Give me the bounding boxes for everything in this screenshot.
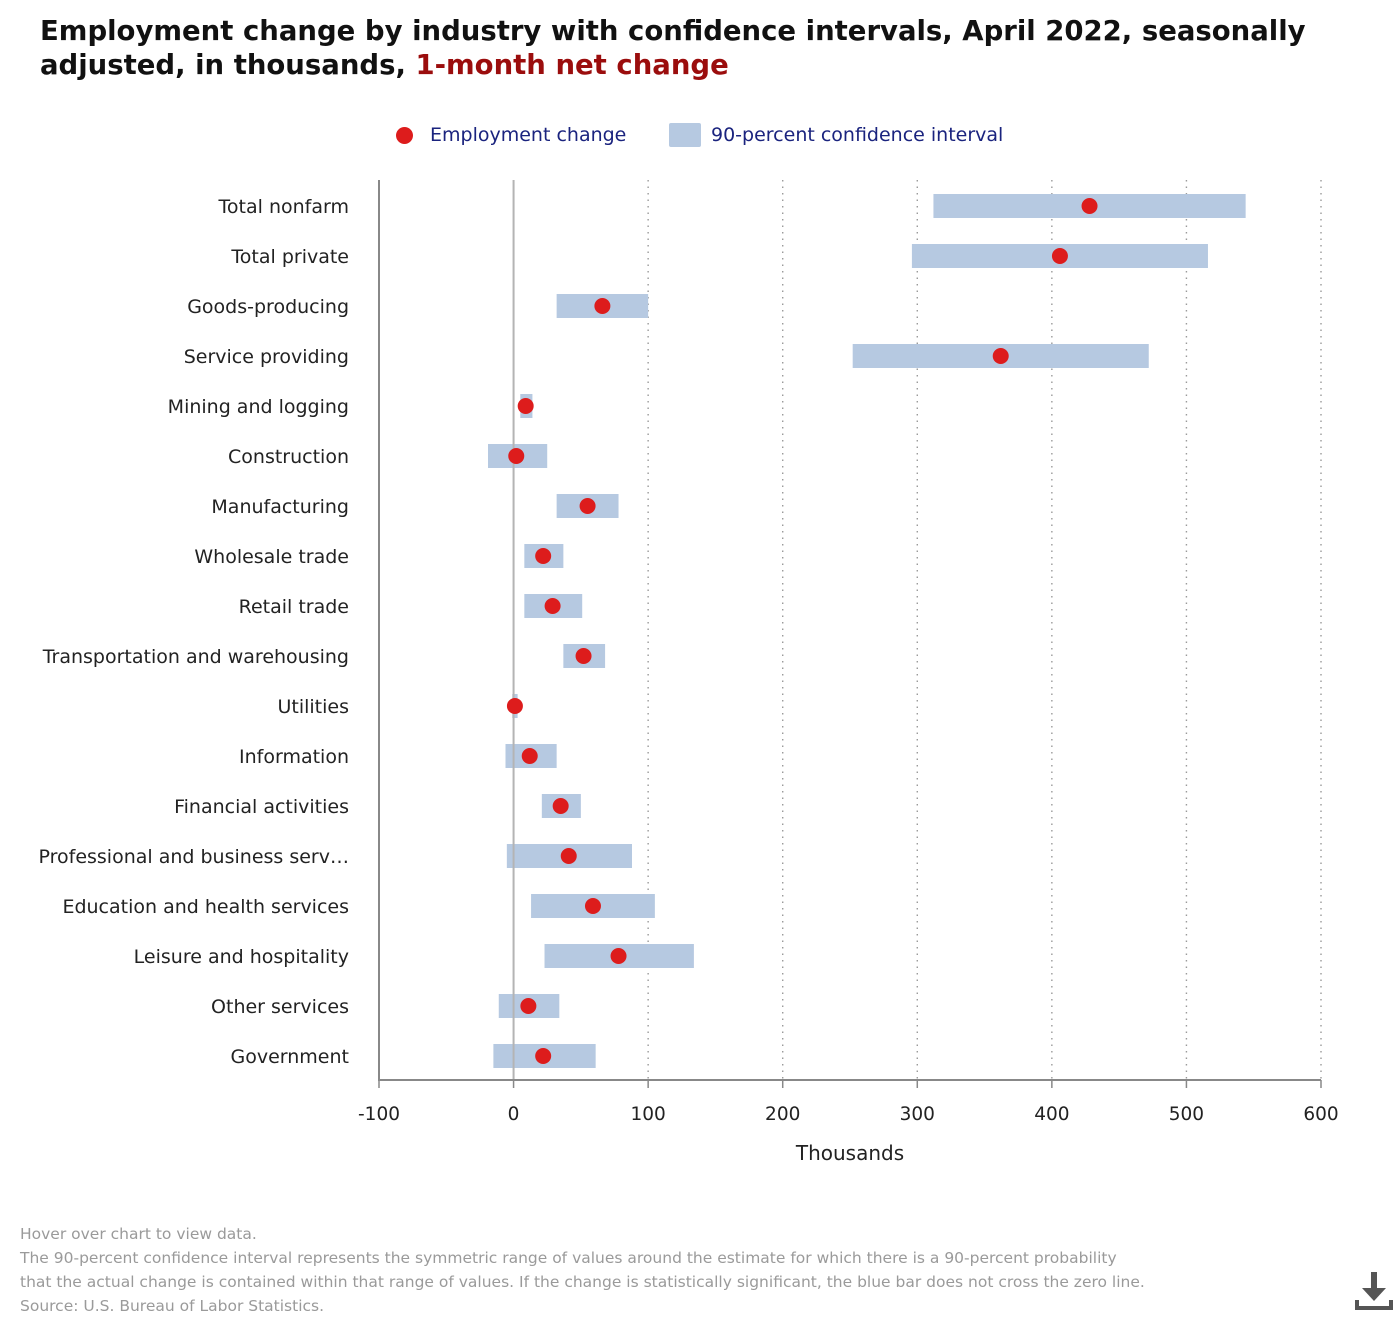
chart-plot[interactable]: -100 0 100 200 300 400 500 600 Total nonfarmTot… — [0, 0, 1400, 1200]
employment-change-point — [1051, 248, 1068, 264]
employment-change-point — [520, 998, 537, 1014]
x-tick-label: 200 — [765, 1104, 800, 1125]
y-category-label: Manufacturing — [211, 496, 349, 518]
chart-title: Employment change by industry with confi… — [40, 14, 1370, 82]
y-category-label: Mining and logging — [168, 396, 349, 418]
chart-gridlines — [647, 180, 1322, 1080]
employment-change-point — [535, 1048, 552, 1064]
y-category-label: Financial activities — [174, 796, 349, 818]
y-category-label: Government — [231, 1046, 350, 1068]
employment-change-point — [575, 648, 592, 664]
y-category-label: Leisure and hospitality — [134, 946, 349, 968]
employment-change-point — [544, 598, 561, 614]
employment-change-point — [1081, 198, 1098, 214]
y-category-label: Other services — [211, 996, 349, 1018]
employment-change-point — [560, 848, 577, 864]
y-category-label: Wholesale trade — [194, 546, 349, 568]
source-note: Source: U.S. Bureau of Labor Statistics. — [20, 1297, 325, 1315]
y-category-label: Retail trade — [239, 596, 349, 618]
y-category-label: Education and health services — [62, 896, 349, 918]
y-category-label: Professional and business serv… — [38, 846, 349, 868]
chart-intervals — [488, 194, 1246, 1068]
chart-points — [506, 198, 1098, 1064]
employment-change-point — [579, 498, 596, 514]
x-tick-label: -100 — [358, 1104, 400, 1125]
x-tick-label: 0 — [508, 1104, 520, 1125]
employment-change-point — [517, 398, 534, 414]
download-icon[interactable] — [1352, 1270, 1396, 1314]
legend-item-confidence-interval[interactable]: 90-percent confidence interval — [669, 120, 1003, 150]
x-tick-label: 300 — [900, 1104, 935, 1125]
y-category-label: Goods-producing — [187, 296, 349, 318]
footnote-line-1: The 90-percent confidence interval repre… — [20, 1249, 1117, 1267]
employment-change-point — [552, 798, 569, 814]
employment-change-point — [610, 948, 627, 964]
employment-change-point — [584, 898, 601, 914]
x-tick-label: 500 — [1169, 1104, 1204, 1125]
employment-change-point — [508, 448, 525, 464]
y-category-label: Utilities — [277, 696, 349, 718]
employment-change-point — [521, 748, 538, 764]
y-category-label: Total private — [230, 246, 349, 268]
y-category-label: Total nonfarm — [218, 196, 349, 218]
x-axis-ticks: -100 0 100 200 300 400 500 600 — [358, 1080, 1339, 1125]
legend-item-employment-change[interactable]: Employment change — [396, 120, 626, 150]
footnote-line-2: that the actual change is contained with… — [20, 1273, 1145, 1291]
legend-box-icon — [669, 123, 701, 147]
y-axis-labels: Total nonfarm Total private Goods-producin… — [38, 196, 349, 1068]
chart-legend: Employment change 90-percent confidence … — [0, 120, 1400, 150]
x-tick-label: 600 — [1303, 1104, 1338, 1125]
legend-label-confidence-interval: 90-percent confidence interval — [711, 124, 1004, 146]
chart-title-main: Employment change by industry with confi… — [40, 15, 1306, 81]
x-tick-label: 400 — [1034, 1104, 1069, 1125]
chart-title-highlight: 1-month net change — [415, 49, 729, 81]
y-category-label: Transportation and warehousing — [42, 646, 349, 668]
legend-dot-icon — [396, 126, 413, 144]
employment-change-point — [535, 548, 552, 564]
employment-change-point — [992, 348, 1009, 364]
hover-note: Hover over chart to view data. — [20, 1225, 257, 1243]
y-category-label: Service providing — [184, 346, 349, 368]
x-axis-title: Thousands — [795, 1141, 904, 1165]
legend-label-employment-change: Employment change — [430, 124, 627, 146]
employment-change-point — [594, 298, 611, 314]
y-category-label: Information — [239, 746, 349, 768]
chart-footer: Hover over chart to view data. The 90-pe… — [20, 1222, 1320, 1318]
employment-change-point — [506, 698, 523, 714]
y-category-label: Construction — [228, 446, 349, 468]
x-tick-label: 100 — [630, 1104, 665, 1125]
